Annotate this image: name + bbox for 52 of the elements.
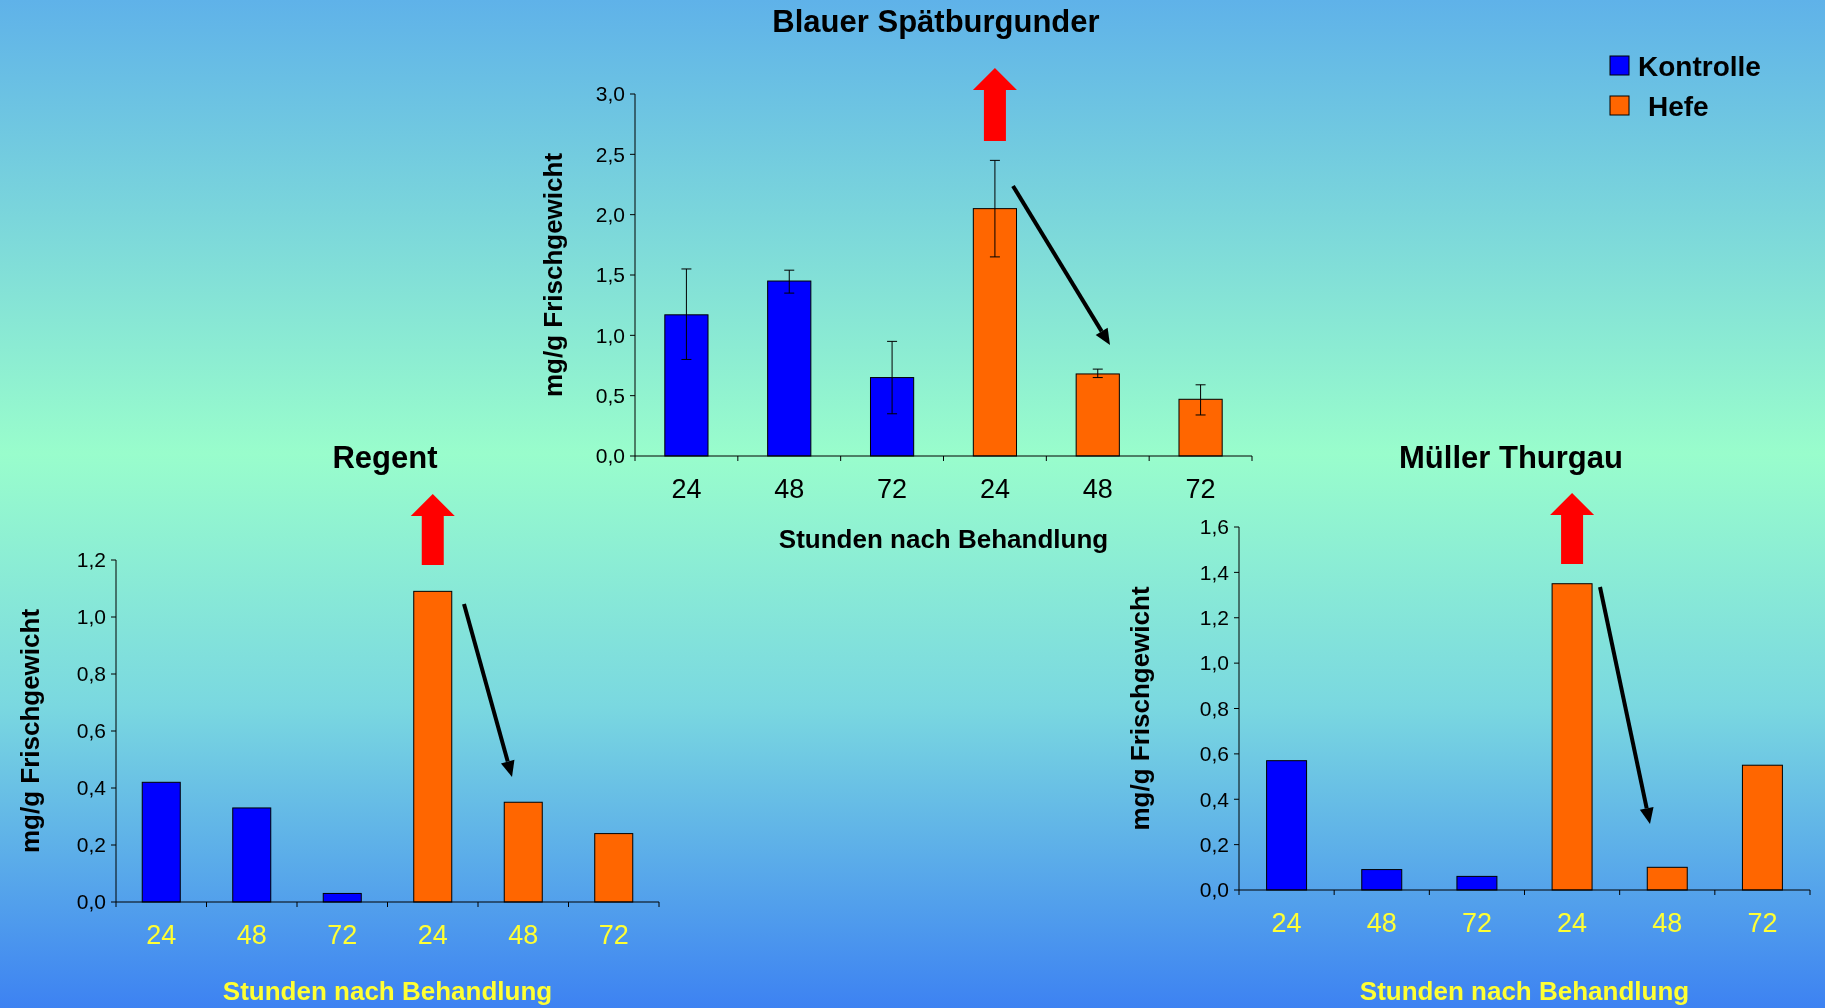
x-axis-title: Stunden nach Behandlung	[778, 524, 1109, 554]
y-tick-label: 2,0	[595, 203, 625, 227]
x-tick-label: 24	[979, 474, 1010, 504]
x-axis-title: Stunden nach Behandlung	[1359, 976, 1690, 1006]
y-tick-label: 1,4	[1199, 560, 1230, 584]
y-axis-title: mg/g Frischgewicht	[538, 152, 569, 398]
x-axis-title: Stunden nach Behandlung	[222, 976, 553, 1006]
y-tick-label: 1,2	[76, 548, 106, 572]
x-tick-label: 72	[877, 474, 908, 504]
y-tick-label: 1,0	[595, 323, 625, 347]
y-tick-label: 0,5	[595, 384, 625, 408]
y-tick-label: 0,2	[76, 833, 106, 857]
y-tick-label: 0,2	[1199, 832, 1229, 856]
y-tick-label: 0,0	[1199, 878, 1229, 902]
y-axis-title: mg/g Frischgewicht	[1125, 586, 1156, 831]
y-axis-title: mg/g Frischgewicht	[15, 608, 46, 854]
y-tick-label: 1,2	[1199, 606, 1229, 630]
x-tick-label: 48	[1366, 908, 1397, 938]
x-tick-label: 24	[1271, 908, 1302, 938]
y-tick-label: 1,0	[1199, 651, 1229, 675]
y-tick-label: 0,4	[76, 776, 107, 800]
x-tick-label: 48	[1082, 474, 1113, 504]
x-tick-label: 24	[417, 920, 448, 950]
legend-label: Hefe	[1648, 90, 1709, 122]
x-tick-label: 48	[1652, 908, 1683, 938]
y-tick-label: 0,6	[1199, 742, 1229, 766]
y-tick-label: 1,5	[595, 263, 625, 287]
legend-label: Kontrolle	[1638, 50, 1761, 82]
chart-title: Müller Thurgau	[1399, 440, 1623, 475]
x-tick-label: 72	[1185, 474, 1216, 504]
y-tick-label: 0,0	[76, 890, 106, 914]
y-tick-label: 0,8	[1199, 696, 1229, 720]
x-tick-label: 24	[146, 920, 177, 950]
y-tick-label: 0,8	[76, 662, 106, 686]
x-tick-label: 48	[236, 920, 267, 950]
x-tick-label: 24	[1557, 908, 1588, 938]
x-tick-label: 72	[327, 920, 358, 950]
chart-title: Blauer Spätburgunder	[772, 4, 1100, 39]
x-tick-label: 24	[671, 474, 702, 504]
chart-title: Regent	[332, 440, 438, 475]
x-tick-label: 72	[1747, 908, 1778, 938]
y-tick-label: 1,0	[76, 605, 106, 629]
x-tick-label: 72	[598, 920, 629, 950]
x-tick-label: 72	[1461, 908, 1492, 938]
y-tick-label: 0,4	[1199, 787, 1230, 811]
y-tick-label: 3,0	[595, 82, 625, 106]
x-tick-label: 48	[508, 920, 539, 950]
y-tick-label: 2,5	[595, 142, 625, 166]
y-tick-label: 1,6	[1199, 515, 1229, 539]
y-tick-label: 0,0	[595, 444, 625, 468]
y-tick-label: 0,6	[76, 719, 106, 743]
x-tick-label: 48	[774, 474, 805, 504]
